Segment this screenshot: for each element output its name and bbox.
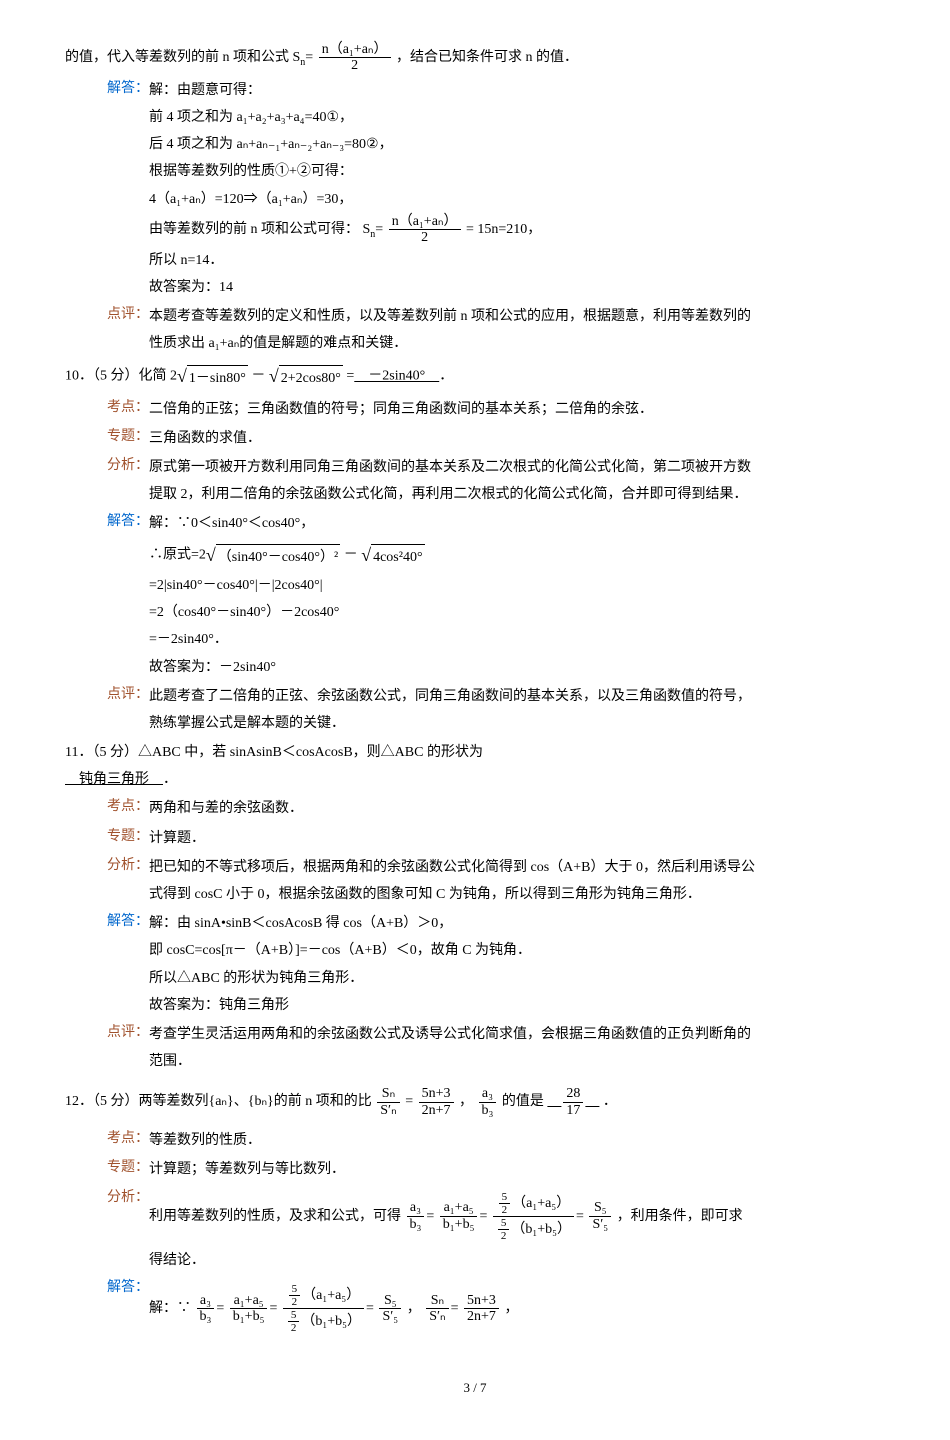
label-fx: 分析：	[107, 453, 149, 509]
txt: 的值，代入等差数列的前 n 项和公式	[65, 50, 293, 65]
ans: －2sin40°	[354, 369, 439, 384]
t: 故答案为：－2sin40°	[149, 655, 885, 680]
sol12-body: 解：∵ a₃b₃= a₁+a₅b₁+b₅= 52（a₁+a₅） 52（b₁+b₅…	[149, 1275, 885, 1336]
t: ．	[439, 369, 453, 384]
t: 把已知的不等式移项后，根据两角和的余弦函数公式化简得到 cos（A+B）大于 0…	[149, 855, 885, 880]
t: = 15n=210，	[466, 222, 541, 237]
t: －	[251, 369, 265, 384]
t: 考查学生灵活运用两角和的余弦函数公式及诱导公式化简求值，会根据三角函数值的正负判…	[149, 1022, 885, 1047]
t: 即 cosC=cos[π－（A+B）]=－cos（A+B）＜0，故角 C 为钝角…	[149, 938, 885, 963]
head-line: 的值，代入等差数列的前 n 项和公式 Sn= n（a₁+aₙ）2 ，结合已知条件…	[65, 42, 885, 74]
label-answer: 解答：	[107, 76, 149, 302]
t: －	[344, 547, 358, 562]
q12: 12．（5 分）两等差数列{aₙ}、{bₙ}的前 n 项和的比 SₙS′ₙ = …	[65, 1086, 885, 1118]
t: 三角函数的求值．	[149, 426, 885, 451]
label-fx: 分析：	[107, 853, 149, 909]
ans: 钝角三角形	[65, 772, 163, 787]
t: 式得到 cosC 小于 0，根据余弦函数的图象可知 C 为钝角，所以得到三角形为…	[149, 882, 885, 907]
label-comment: 点评：	[107, 302, 149, 358]
t: 解：由 sinA•sinB＜cosAcosB 得 cos（A+B）＞0，	[149, 911, 885, 936]
t: 范围．	[149, 1049, 885, 1074]
page-number: 3 / 7	[65, 1376, 885, 1399]
t: 得结论．	[149, 1248, 885, 1273]
fx12-body: 利用等差数列的性质，及求和公式，可得 a₃b₃= a₁+a₅b₁+b₅= 52（…	[149, 1185, 885, 1276]
fx11-body: 把已知的不等式移项后，根据两角和的余弦函数公式化简得到 cos（A+B）大于 0…	[149, 853, 885, 909]
t: 10．（5 分）化简 2	[65, 369, 177, 384]
com1-body: 本题考查等差数列的定义和性质，以及等差数列前 n 项和公式的应用，根据题意，利用…	[149, 302, 885, 358]
label-kp: 考点：	[107, 794, 149, 823]
t: ，	[504, 1301, 518, 1316]
t: ．	[163, 772, 177, 787]
t: =	[405, 1094, 413, 1109]
t: 利用等差数列的性质，及求和公式，可得	[149, 1208, 401, 1223]
l: 由等差数列的前 n 项和公式可得： Sn= n（a₁+aₙ）2 = 15n=21…	[149, 214, 885, 246]
label-zt: 专题：	[107, 1155, 149, 1184]
l: 故答案为：14	[149, 275, 885, 300]
label-comment: 点评：	[107, 1020, 149, 1076]
t: ，	[459, 1094, 473, 1109]
l: 解：由题意可得：	[149, 78, 885, 103]
label-answer: 解答：	[107, 909, 149, 1020]
t: 熟练掌握公式是解本题的关键．	[149, 711, 885, 736]
t: 此题考查了二倍角的正弦、余弦函数公式，同角三角函数间的基本关系，以及三角函数值的…	[149, 684, 885, 709]
t: ∴原式=2	[149, 547, 206, 562]
t: 两角和与差的余弦函数．	[149, 796, 885, 821]
t: ，	[407, 1301, 421, 1316]
t: =2|sin40°－cos40°|－|2cos40°|	[149, 573, 885, 598]
t: 故答案为：钝角三角形	[149, 993, 885, 1018]
q11-ans: 钝角三角形 ．	[65, 767, 885, 792]
label-comment: 点评：	[107, 682, 149, 738]
l: 根据等差数列的性质①+②可得：	[149, 159, 885, 184]
t: =－2sin40°．	[149, 627, 885, 652]
t: 原式第一项被开方数利用同角三角函数间的基本关系及二次根式的化简公式化简，第二项被…	[149, 455, 885, 480]
t: 计算题；等差数列与等比数列．	[149, 1157, 885, 1182]
t: 12．（5 分）两等差数列{aₙ}、{bₙ}的前 n 项和的比	[65, 1094, 372, 1109]
label-kp: 考点：	[107, 395, 149, 424]
label-answer: 解答：	[107, 509, 149, 681]
com10-body: 此题考查了二倍角的正弦、余弦函数公式，同角三角函数间的基本关系，以及三角函数值的…	[149, 682, 885, 738]
sol11-body: 解：由 sinA•sinB＜cosAcosB 得 cos（A+B）＞0， 即 c…	[149, 909, 885, 1020]
t: 解：∵0＜sin40°＜cos40°，	[149, 511, 885, 536]
label-zt: 专题：	[107, 824, 149, 853]
label-kp: 考点：	[107, 1126, 149, 1155]
label-answer: 解答：	[107, 1275, 149, 1336]
t: 二倍角的正弦；三角函数值的符号；同角三角函数间的基本关系；二倍角的余弦．	[149, 397, 885, 422]
label-zt: 专题：	[107, 424, 149, 453]
t: 本题考查等差数列的定义和性质，以及等差数列前 n 项和公式的应用，根据题意，利用…	[149, 304, 885, 329]
l: 前 4 项之和为 a₁+a₂+a₃+a₄=40①，	[149, 105, 885, 130]
com11-body: 考查学生灵活运用两角和的余弦函数公式及诱导公式化简求值，会根据三角函数值的正负判…	[149, 1020, 885, 1076]
t: 的值是	[502, 1094, 544, 1109]
txt: ，结合已知条件可求 n 的值．	[396, 50, 578, 65]
t: ∴原式=2√（sin40°－cos40°）² － √4cos²40°	[149, 539, 885, 571]
t: 等差数列的性质．	[149, 1128, 885, 1153]
t: =2（cos40°－sin40°）－2cos40°	[149, 600, 885, 625]
formula-Sn: Sn= n（a₁+aₙ）2	[293, 50, 397, 65]
t: 解：∵ a₃b₃= a₁+a₅b₁+b₅= 52（a₁+a₅） 52（b₁+b₅…	[149, 1283, 885, 1334]
t: 所以△ABC 的形状为钝角三角形．	[149, 966, 885, 991]
t: 计算题．	[149, 826, 885, 851]
fx10-body: 原式第一项被开方数利用同角三角函数间的基本关系及二次根式的化简公式化简，第二项被…	[149, 453, 885, 509]
t: 由等差数列的前 n 项和公式可得：	[149, 222, 359, 237]
t: 11．（5 分）△ABC 中，若 sinAsinB＜cosAcosB，则△ABC…	[65, 745, 483, 760]
t: ，利用条件，即可求	[617, 1208, 743, 1223]
l: 后 4 项之和为 aₙ+aₙ₋₁+aₙ₋₂+aₙ₋₃=80②，	[149, 132, 885, 157]
t: 提取 2，利用二倍角的余弦函数公式化简，再利用二次根式的化简公式化简，合并即可得…	[149, 482, 885, 507]
q10: 10．（5 分）化简 2√1－sin80° － √2+2cos80° = －2s…	[65, 360, 885, 392]
label-fx: 分析：	[107, 1185, 149, 1276]
sol10-body: 解：∵0＜sin40°＜cos40°， ∴原式=2√（sin40°－cos40°…	[149, 509, 885, 681]
l: 所以 n=14．	[149, 248, 885, 273]
t: 利用等差数列的性质，及求和公式，可得 a₃b₃= a₁+a₅b₁+b₅= 52（…	[149, 1191, 885, 1242]
q11: 11．（5 分）△ABC 中，若 sinAsinB＜cosAcosB，则△ABC…	[65, 740, 885, 765]
sol1-body: 解：由题意可得： 前 4 项之和为 a₁+a₂+a₃+a₄=40①， 后 4 项…	[149, 76, 885, 302]
t: ．	[603, 1094, 617, 1109]
t: 性质求出 a₁+aₙ的值是解题的难点和关键．	[149, 331, 885, 356]
l: 4（a₁+aₙ）=120⇒（a₁+aₙ）=30，	[149, 187, 885, 212]
t: 解：∵	[149, 1301, 191, 1316]
